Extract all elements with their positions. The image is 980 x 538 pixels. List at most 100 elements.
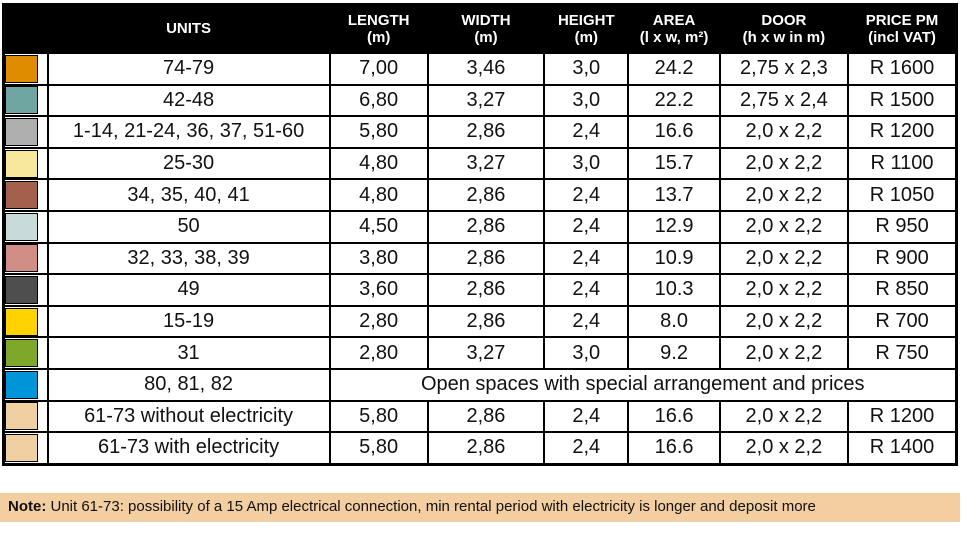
header-sublabel: (l x w, m²) [639,29,709,46]
height-cell: 2,4 [543,304,630,339]
header-cell-color [2,3,49,54]
unit-row: 49 3,60 2,86 2,4 10.3 2,0 x 2,2 R 850 [2,273,958,307]
units-cell: 32, 33, 38, 39 [46,241,331,276]
price-cell: R 900 [847,241,958,276]
area-cell: 10.3 [627,273,721,307]
swatch-cell [2,431,49,466]
header-sublabel: (m) [574,29,598,46]
door-cell: 2,0 x 2,2 [718,273,850,307]
header-label: LENGTH [347,11,410,29]
units-cell: 42-48 [46,83,331,118]
header-cell-height: HEIGHT (m) [543,3,630,54]
width-cell: 3,46 [426,52,546,86]
header-sublabel: (m) [366,29,391,46]
length-cell: 4,80 [328,146,429,181]
price-cell: R 750 [847,336,958,370]
unit-color-swatch [5,86,38,115]
length-cell: 2,80 [328,336,429,370]
header-cell-length: LENGTH (m) [328,3,429,54]
swatch-cell [2,178,49,212]
unit-color-swatch [5,370,38,399]
width-cell: 3,27 [426,83,546,118]
area-cell: 16.6 [627,431,721,466]
width-cell: 2,86 [426,209,546,244]
swatch-cell [2,83,49,118]
price-cell: R 850 [847,273,958,307]
length-cell: 2,80 [328,304,429,339]
units-cell: 15-19 [46,304,331,339]
area-cell: 16.6 [627,399,721,434]
header-sublabel: (incl VAT) [868,29,936,46]
height-cell: 3,0 [543,52,630,86]
length-cell: 4,80 [328,178,429,212]
header-label: UNITS [166,20,212,38]
door-cell: 2,0 x 2,2 [718,431,850,466]
header-cell-width: WIDTH (m) [426,3,546,54]
unit-color-swatch [5,339,38,367]
area-cell: 12.9 [627,209,721,244]
unit-row: 32, 33, 38, 39 3,80 2,86 2,4 10.9 2,0 x … [2,241,958,276]
unit-color-swatch [5,244,38,273]
unit-color-swatch [5,54,38,83]
header-label: PRICE PM [865,11,939,29]
width-cell: 2,86 [426,304,546,339]
length-cell: 3,60 [328,273,429,307]
unit-color-swatch [5,181,38,209]
price-cell: R 1500 [847,83,958,118]
unit-row: 34, 35, 40, 41 4,80 2,86 2,4 13.7 2,0 x … [2,178,958,212]
unit-row: 1-14, 21-24, 36, 37, 51-60 5,80 2,86 2,4… [2,115,958,149]
area-cell: 9.2 [627,336,721,370]
header-label: HEIGHT [557,11,615,29]
units-cell: 31 [46,336,331,370]
swatch-cell [2,146,49,181]
price-cell: R 950 [847,209,958,244]
unit-row: 61-73 with electricity 5,80 2,86 2,4 16.… [2,431,958,466]
price-cell: R 1100 [847,146,958,181]
area-cell: 13.7 [627,178,721,212]
width-cell: 2,86 [426,273,546,307]
door-cell: 2,0 x 2,2 [718,399,850,434]
units-cell: 25-30 [46,146,331,181]
swatch-cell [2,273,49,307]
unit-color-swatch [5,276,38,304]
unit-color-swatch [5,118,38,146]
width-cell: 3,27 [426,146,546,181]
unit-color-swatch [5,402,38,431]
units-cell: 80, 81, 82 [46,367,331,402]
unit-row: 25-30 4,80 3,27 3,0 15.7 2,0 x 2,2 R 110… [2,146,958,181]
table-body: 74-79 7,00 3,46 3,0 24.2 2,75 x 2,3 R 16… [2,52,958,466]
header-sublabel: (h x w in m) [742,29,826,46]
price-cell: R 1200 [847,399,958,434]
price-cell: R 700 [847,304,958,339]
area-cell: 8.0 [627,304,721,339]
height-cell: 2,4 [543,431,630,466]
note-bar: Note: Unit 61-73: possibility of a 15 Am… [0,493,960,522]
units-cell: 34, 35, 40, 41 [46,178,331,212]
unit-row: 61-73 without electricity 5,80 2,86 2,4 … [2,399,958,434]
swatch-cell [2,304,49,339]
area-cell: 22.2 [627,83,721,118]
unit-row: 74-79 7,00 3,46 3,0 24.2 2,75 x 2,3 R 16… [2,52,958,86]
unit-price-table: UNITS LENGTH (m) WIDTH (m) HEIGHT (m) [2,3,958,466]
height-cell: 2,4 [543,241,630,276]
units-cell: 49 [46,273,331,307]
area-cell: 15.7 [627,146,721,181]
note-text: Unit 61-73: possibility of a 15 Amp elec… [46,498,816,515]
height-cell: 3,0 [543,83,630,118]
door-cell: 2,0 x 2,2 [718,178,850,212]
swatch-cell [2,209,49,244]
length-cell: 3,80 [328,241,429,276]
unit-row: 31 2,80 3,27 3,0 9.2 2,0 x 2,2 R 750 [2,336,958,370]
door-cell: 2,0 x 2,2 [718,209,850,244]
price-cell: R 1600 [847,52,958,86]
swatch-cell [2,336,49,370]
area-cell: 16.6 [627,115,721,149]
price-cell: R 1200 [847,115,958,149]
door-cell: 2,0 x 2,2 [718,336,850,370]
units-cell: 50 [46,209,331,244]
note-label: Note: [8,498,47,515]
length-cell: 5,80 [328,115,429,149]
unit-color-swatch [5,212,38,241]
door-cell: 2,0 x 2,2 [718,146,850,181]
width-cell: 2,86 [426,431,546,466]
